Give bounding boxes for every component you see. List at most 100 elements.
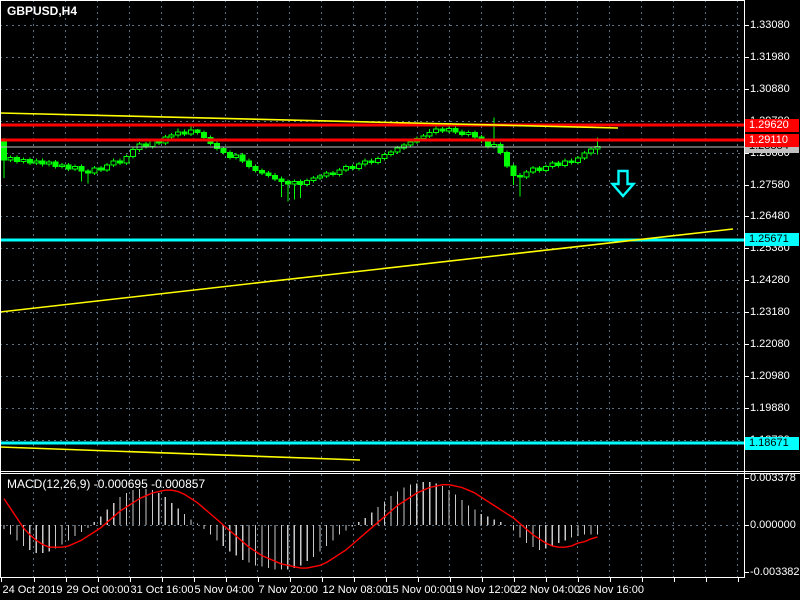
- price-marker-support: 1.25671: [745, 233, 799, 246]
- candle-body: [510, 165, 517, 176]
- candle-body: [394, 147, 401, 153]
- candle-body: [426, 131, 433, 137]
- candle-body: [581, 152, 588, 159]
- sell-arrow-icon[interactable]: [609, 169, 637, 198]
- macd-tick: [744, 478, 749, 479]
- candle-body: [542, 166, 549, 172]
- time-label: 19 Nov 12:00: [450, 584, 516, 596]
- time-tick: [737, 578, 739, 582]
- candle-body: [304, 179, 311, 186]
- trend-line[interactable]: [0, 112, 619, 129]
- candle-body: [46, 161, 53, 165]
- candle-body: [362, 160, 369, 165]
- macd-panel-canvas[interactable]: [0, 474, 744, 577]
- price-tick: [744, 89, 749, 90]
- time-tick: [481, 578, 483, 582]
- macd-tick-label: 0.000000: [750, 519, 796, 531]
- price-tick: [744, 216, 749, 217]
- time-tick: [353, 578, 355, 582]
- price-grid: [0, 0, 744, 471]
- candle-body: [78, 166, 85, 172]
- price-tick-label: 1.30880: [750, 83, 790, 95]
- time-label: 5 Nov 04:00: [194, 584, 254, 596]
- time-tick: [449, 578, 451, 582]
- price-tick: [744, 344, 749, 345]
- time-axis[interactable]: 24 Oct 2019 29 Oct 00:00 31 Oct 16:00 5 Nov…: [0, 578, 800, 600]
- window-border-top: [0, 0, 745, 1]
- horizontal-lines: [0, 123, 744, 445]
- candle-body: [310, 177, 317, 181]
- macd-histogram: [3, 481, 599, 570]
- price-tick-label: 1.20980: [750, 370, 790, 382]
- time-label: 7 Nov 20:00: [258, 584, 318, 596]
- trend-line[interactable]: [0, 228, 734, 313]
- candle-body: [575, 157, 582, 164]
- macd-grid: [0, 474, 744, 577]
- candle-body: [246, 160, 253, 168]
- candle-body: [342, 166, 349, 171]
- candle-body: [446, 127, 453, 132]
- candle-body: [439, 128, 446, 132]
- macd-indicator-label: MACD(12,26,9) -0.000695 -0.000857: [7, 477, 206, 491]
- candle-body: [317, 175, 324, 179]
- candle-body: [381, 153, 388, 159]
- candle-body: [20, 158, 27, 162]
- candle-body: [278, 178, 285, 183]
- candle-body: [97, 167, 104, 171]
- trend-line[interactable]: [0, 446, 361, 461]
- symbol-timeframe-title: GBPUSD,H4: [7, 4, 78, 18]
- time-tick: [577, 578, 579, 582]
- trendlines: [0, 112, 734, 461]
- candle-body: [110, 160, 117, 166]
- time-label: 22 Nov 04:00: [514, 584, 580, 596]
- macd-signal-line: [3, 483, 598, 569]
- candle-body: [349, 166, 356, 169]
- panel-separator-top[interactable]: [0, 471, 800, 472]
- candle-body: [587, 148, 594, 154]
- candle-body: [117, 160, 124, 164]
- candle-body: [181, 131, 188, 135]
- time-tick: [289, 578, 291, 582]
- price-tick-label: 1.24280: [750, 274, 790, 286]
- candle-body: [336, 169, 343, 176]
- price-tick: [744, 25, 749, 26]
- time-label: 24 Oct 2019: [2, 584, 63, 596]
- time-tick: [129, 578, 131, 582]
- candle-body: [233, 154, 240, 158]
- panel-separator-bottom[interactable]: [0, 473, 800, 474]
- candle-body: [130, 149, 136, 157]
- time-tick: [545, 578, 547, 582]
- price-tick-label: 1.23180: [750, 306, 790, 318]
- time-axis-border: [0, 577, 745, 578]
- window-border-left: [0, 0, 1, 578]
- price-tick: [744, 248, 749, 249]
- candle-body: [291, 181, 298, 185]
- price-tick-label: 1.31980: [750, 51, 790, 63]
- candle-body: [458, 131, 465, 136]
- candle-body: [562, 160, 569, 166]
- candle-body: [84, 170, 91, 174]
- candle-body: [39, 160, 46, 165]
- candle-body: [7, 156, 14, 161]
- candle-body: [52, 161, 59, 168]
- candles: [1, 117, 601, 202]
- time-tick: [417, 578, 419, 582]
- time-label: 26 Nov 16:00: [578, 584, 644, 596]
- chart-axis-border: [744, 0, 745, 578]
- candle-body: [491, 144, 498, 147]
- macd-tick-label: 0.003378: [750, 472, 796, 484]
- candle-body: [484, 140, 491, 147]
- price-tick: [744, 185, 749, 186]
- candle-body: [388, 151, 394, 155]
- candle-body: [1, 139, 7, 161]
- time-label: 15 Nov 00:00: [386, 584, 452, 596]
- candle-body: [420, 135, 427, 140]
- price-tick: [744, 408, 749, 409]
- candle-body: [168, 134, 175, 138]
- candle-body: [65, 164, 72, 170]
- candle-body: [433, 128, 440, 133]
- price-marker-support: 1.18671: [745, 437, 799, 450]
- price-tick-label: 1.33080: [750, 19, 790, 31]
- price-chart-canvas[interactable]: [0, 0, 744, 471]
